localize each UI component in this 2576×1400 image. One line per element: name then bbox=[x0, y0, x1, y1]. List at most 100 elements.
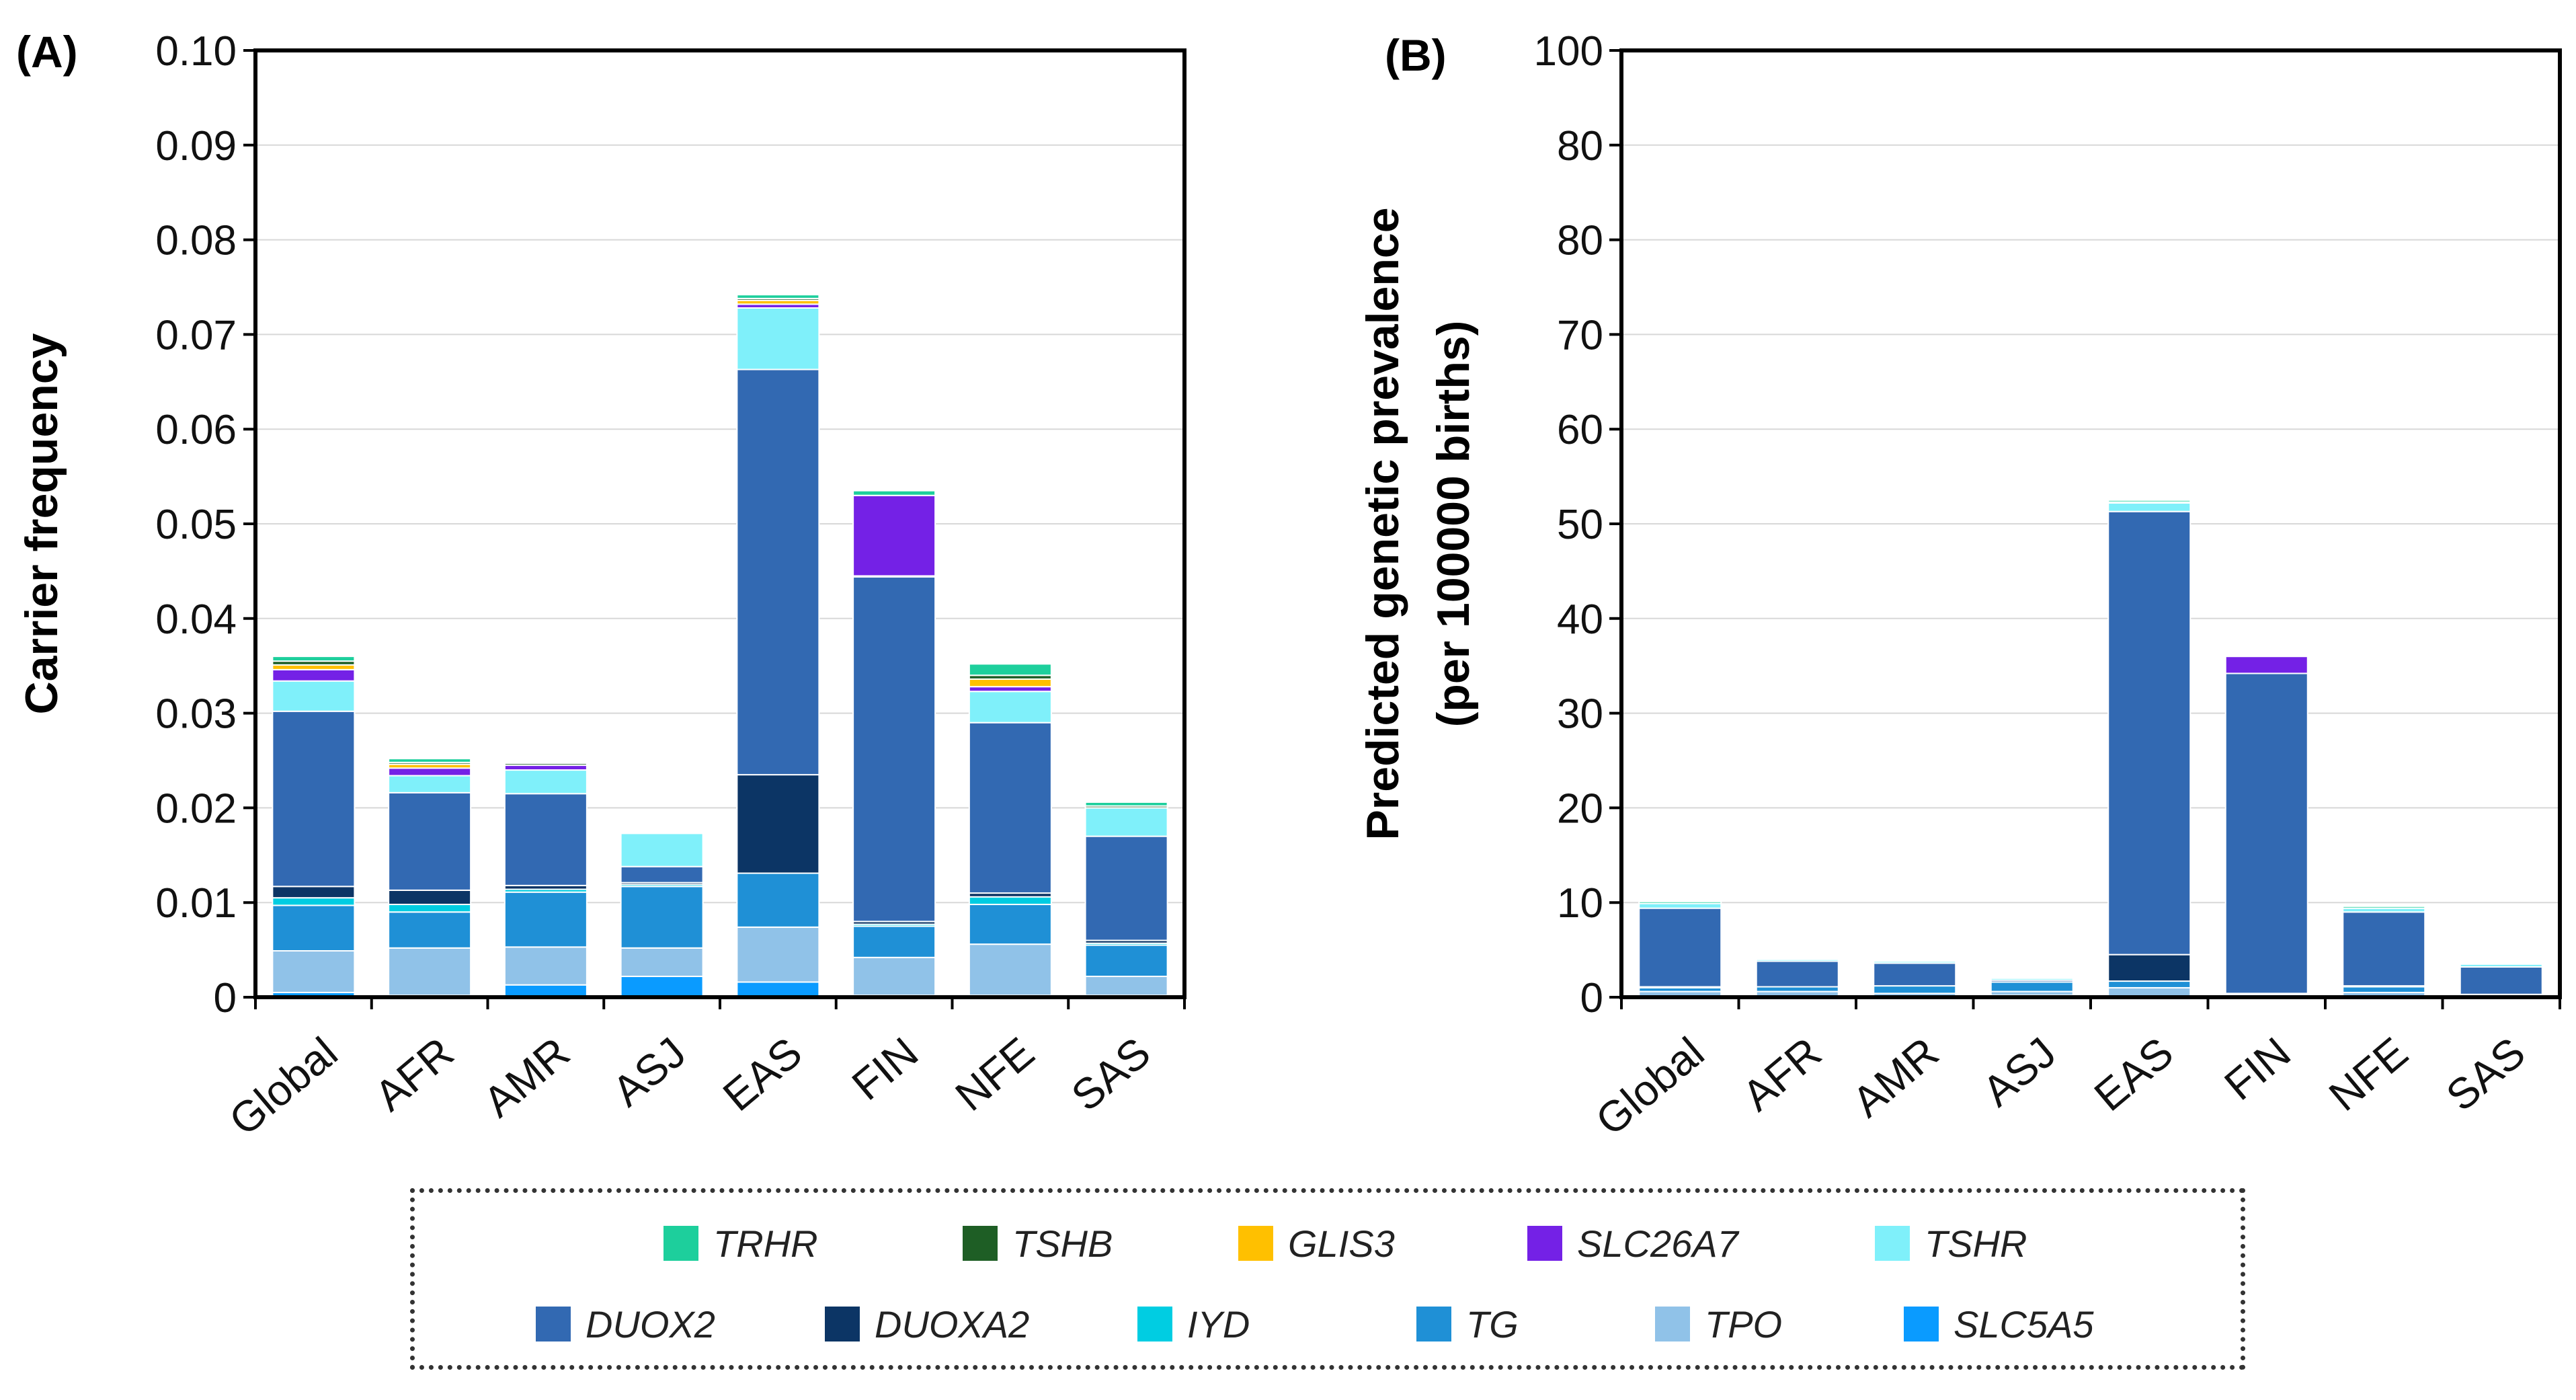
chart-panel-a: 0 0.01 0.02 0.03 0.04 0.05 0.06 0.07 0.08 0.09 0.1… bbox=[16, 27, 1186, 1145]
bar-segment-b-global-trhr bbox=[1638, 900, 1722, 904]
bar-segment-b-afr-trhr bbox=[1755, 958, 1839, 960]
bar-segment-a-eas-tg bbox=[736, 872, 820, 928]
bar-segment-a-nfe-tshr bbox=[968, 691, 1052, 724]
plot-frame-a bbox=[253, 48, 1186, 999]
bar-segment-a-afr-trhr bbox=[388, 758, 472, 763]
x-tick-label-b-amr: AMR bbox=[1843, 1028, 1947, 1127]
bar-segment-b-fin-duox2 bbox=[2224, 672, 2308, 995]
legend-label-duoxa2: DUOXA2 bbox=[875, 1302, 1030, 1346]
y-tick-label-b: 80 bbox=[1557, 123, 1603, 169]
bar-segment-b-amr-duox2 bbox=[1873, 962, 1957, 987]
bar-segment-a-amr-tshr bbox=[504, 769, 588, 795]
legend-item-iyd: IYD bbox=[1137, 1302, 1250, 1346]
legend-swatch-tpo bbox=[1655, 1307, 1690, 1341]
x-tick-label-b-afr: AFR bbox=[1733, 1028, 1830, 1120]
bar-segment-a-eas-slc5a5 bbox=[736, 981, 820, 999]
bar-segment-a-sas-trhr bbox=[1084, 801, 1168, 807]
x-tick-label-a-eas: EAS bbox=[714, 1028, 811, 1120]
legend-swatch-tg bbox=[1416, 1307, 1451, 1341]
bar-segment-a-sas-tg bbox=[1084, 944, 1168, 978]
bar-segment-a-nfe-tpo bbox=[968, 943, 1052, 997]
bar-segment-b-eas-tg bbox=[2107, 980, 2191, 988]
bar-segment-a-sas-duox2 bbox=[1084, 835, 1168, 941]
x-tick-label-b-global: Global bbox=[1586, 1028, 1713, 1145]
y-axis-label-b: Predicted genetic prevalence bbox=[1357, 207, 1408, 840]
y-tick-label-b: 60 bbox=[1557, 407, 1603, 453]
bar-segment-b-asj-tshr bbox=[1990, 977, 2074, 981]
bar-segment-a-afr-slc26a7 bbox=[388, 767, 472, 777]
x-tick-label-b-eas: EAS bbox=[2085, 1028, 2182, 1120]
bar-segment-b-amr-tg bbox=[1873, 985, 1957, 995]
bar-segment-a-asj-duox2 bbox=[620, 865, 704, 884]
legend-label-iyd: IYD bbox=[1187, 1302, 1250, 1346]
bar-segment-a-asj-tg bbox=[620, 886, 704, 949]
legend-item-tshr: TSHR bbox=[1875, 1222, 2027, 1265]
bar-segment-a-amr-tpo bbox=[504, 946, 588, 986]
bar-segment-b-global-duox2 bbox=[1638, 907, 1722, 988]
legend-swatch-duoxa2 bbox=[825, 1307, 860, 1341]
x-tick-label-b-sas: SAS bbox=[2437, 1028, 2534, 1120]
bar-segment-a-fin-tg bbox=[852, 925, 936, 958]
legend-swatch-slc5a5 bbox=[1904, 1307, 1939, 1341]
x-tick-label-a-global: Global bbox=[220, 1028, 346, 1145]
panel-label-a: (A) bbox=[16, 27, 78, 77]
bar-segment-a-amr-tg bbox=[504, 891, 588, 948]
bar-segment-a-sas-tpo bbox=[1084, 976, 1168, 997]
legend-label-tshr: TSHR bbox=[1925, 1222, 2027, 1265]
bar-segment-b-sas-trhr bbox=[2459, 962, 2543, 965]
legend-swatch-trhr bbox=[663, 1226, 698, 1261]
bar-segment-a-asj-slc5a5 bbox=[620, 976, 704, 999]
bar-segment-a-eas-trhr bbox=[736, 294, 820, 299]
bar-segment-b-eas-trhr bbox=[2107, 499, 2191, 503]
y-tick-label-a: 0.07 bbox=[155, 312, 237, 358]
legend: TRHR TSHB GLIS3 SLC26A7 TSHR DUOX2 DUOXA… bbox=[410, 1188, 2245, 1370]
bar-segment-a-afr-duox2 bbox=[388, 791, 472, 891]
bar-segment-a-nfe-duox2 bbox=[968, 722, 1052, 894]
x-tick-label-a-fin: FIN bbox=[843, 1028, 927, 1110]
bar-segment-a-global-tpo bbox=[272, 950, 356, 993]
y-tick-label-a: 0.05 bbox=[155, 502, 237, 548]
y-tick-label-b: 100 bbox=[1534, 28, 1603, 75]
x-tick-label-a-afr: AFR bbox=[366, 1028, 462, 1120]
x-tick-label-a-amr: AMR bbox=[475, 1028, 579, 1127]
legend-item-tshb: TSHB bbox=[963, 1222, 1113, 1265]
bar-segment-b-nfe-duox2 bbox=[2342, 911, 2426, 987]
x-tick-label-a-nfe: NFE bbox=[947, 1028, 1043, 1120]
legend-item-trhr: TRHR bbox=[663, 1222, 818, 1265]
y-tick-label-a: 0 bbox=[214, 975, 237, 1021]
plot-frame-b bbox=[1619, 48, 2562, 999]
legend-swatch-glis3 bbox=[1238, 1226, 1273, 1261]
x-tick-label-b-fin: FIN bbox=[2215, 1028, 2299, 1110]
panel-label-b: (B) bbox=[1385, 30, 1447, 80]
bar-segment-a-eas-duox2 bbox=[736, 368, 820, 776]
bar-segment-a-asj-tpo bbox=[620, 947, 704, 978]
y-tick-label-a: 0.06 bbox=[155, 407, 237, 453]
y-axis-label-2-b: (per 100000 births) bbox=[1428, 321, 1479, 728]
legend-item-duox2: DUOX2 bbox=[536, 1302, 715, 1346]
bar-segment-b-eas-duox2 bbox=[2107, 510, 2191, 956]
legend-swatch-slc26a7 bbox=[1527, 1226, 1562, 1261]
bar-segment-b-amr-trhr bbox=[1873, 960, 1957, 962]
y-tick-label-b: 50 bbox=[1557, 502, 1603, 548]
legend-item-glis3: GLIS3 bbox=[1238, 1222, 1395, 1265]
y-tick-label-a: 0.09 bbox=[155, 123, 237, 169]
legend-label-duox2: DUOX2 bbox=[586, 1302, 715, 1346]
bar-segment-a-nfe-trhr bbox=[968, 663, 1052, 676]
bar-segment-a-nfe-iyd bbox=[968, 896, 1052, 906]
legend-item-tpo: TPO bbox=[1655, 1303, 1782, 1346]
y-axis-label-a: Carrier frequency bbox=[16, 333, 67, 714]
bar-segment-a-global-glis3 bbox=[272, 664, 356, 670]
x-tick-label-b-nfe: NFE bbox=[2320, 1028, 2417, 1120]
bar-segment-a-afr-duoxa2 bbox=[388, 889, 472, 906]
legend-label-slc26a7: SLC26A7 bbox=[1577, 1222, 1738, 1265]
y-tick-label-b: 40 bbox=[1557, 596, 1603, 643]
bar-segment-a-amr-duox2 bbox=[504, 793, 588, 886]
y-tick-label-b: 0 bbox=[1580, 975, 1603, 1021]
x-tick-label-b-asj: ASJ bbox=[1974, 1028, 2065, 1116]
legend-item-duoxa2: DUOXA2 bbox=[825, 1302, 1030, 1346]
bar-segment-a-fin-duox2 bbox=[852, 576, 936, 923]
y-tick-label-a: 0.10 bbox=[155, 28, 237, 75]
bar-segment-a-fin-tpo bbox=[852, 956, 936, 997]
y-tick-label-b: 70 bbox=[1557, 312, 1603, 358]
